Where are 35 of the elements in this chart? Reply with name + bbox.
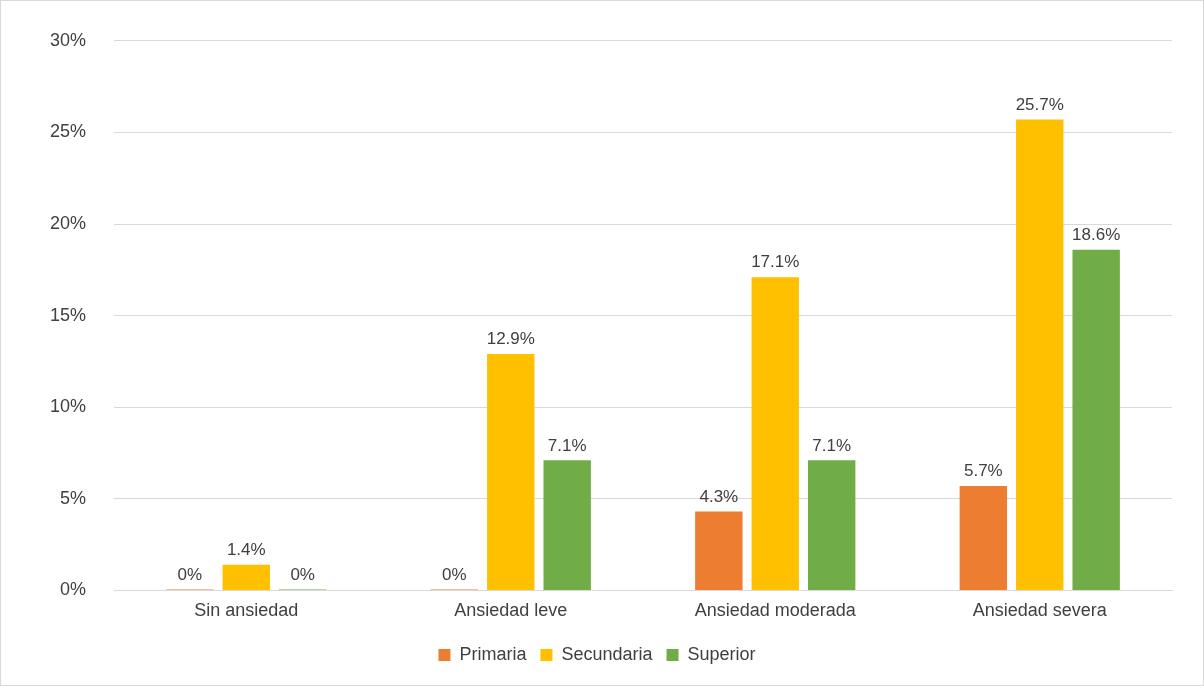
data-label: 0% bbox=[177, 564, 203, 584]
data-label: 1.4% bbox=[226, 539, 266, 559]
y-tick-label: 5% bbox=[60, 487, 87, 508]
y-tick-label: 15% bbox=[50, 304, 87, 325]
y-tick-label: 0% bbox=[60, 579, 87, 600]
data-label: 7.1% bbox=[812, 435, 852, 455]
data-label: 5.7% bbox=[963, 461, 1003, 481]
bar bbox=[222, 564, 270, 590]
x-tick-label: Sin ansiedad bbox=[194, 600, 299, 621]
data-label: 25.7% bbox=[1015, 94, 1064, 114]
bar bbox=[695, 511, 743, 590]
data-label: 4.3% bbox=[699, 486, 739, 506]
data-label: 18.6% bbox=[1072, 224, 1121, 244]
data-label: 7.1% bbox=[547, 435, 587, 455]
y-tick-label: 10% bbox=[50, 396, 87, 417]
x-tick-label: Ansiedad moderada bbox=[694, 600, 857, 621]
y-tick-label: 20% bbox=[50, 212, 87, 233]
legend-label: Secundaria bbox=[561, 643, 654, 664]
bar bbox=[959, 485, 1008, 590]
bar bbox=[1072, 249, 1120, 590]
data-label: 0% bbox=[290, 564, 315, 584]
bar bbox=[487, 354, 535, 590]
data-label: 17.1% bbox=[751, 252, 800, 272]
data-label: 0% bbox=[442, 564, 467, 584]
bar bbox=[1016, 119, 1064, 590]
y-tick-label: 25% bbox=[50, 121, 87, 142]
data-label: 12.9% bbox=[486, 329, 535, 349]
y-tick-label: 30% bbox=[50, 29, 87, 50]
bar bbox=[807, 460, 856, 590]
x-tick-label: Ansiedad leve bbox=[454, 600, 568, 621]
bar bbox=[751, 277, 799, 590]
bar bbox=[543, 460, 591, 590]
legend-label: Superior bbox=[687, 643, 756, 664]
x-tick-label: Ansiedad severa bbox=[972, 600, 1108, 621]
legend-label: Primaria bbox=[459, 643, 528, 664]
